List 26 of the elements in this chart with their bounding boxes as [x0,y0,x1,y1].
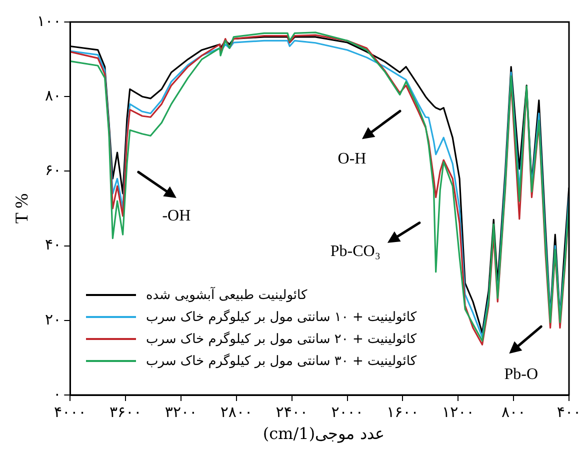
x-tick-label: ۳۶۰۰ [109,402,142,421]
x-tick-label: ۴۰۰ [556,402,582,421]
y-tick-label: ۰ [53,384,62,403]
x-axis-title: عدد موجی(1/cm) [262,424,386,443]
legend-label: کائولینیت + ۱۰ سانتی مول بر کیلوگرم خاک سرب [146,310,417,324]
annotation: -OH [162,207,192,224]
annotation: Pb-O [504,366,538,383]
legend-label: کائولینیت + ۳۰ سانتی مول بر کیلوگرم خاک سرب [146,354,417,368]
x-tick-label: ۳۲۰۰ [164,402,198,421]
y-tick-label: ۴۰ [45,236,62,254]
y-tick-label: ۲۰ [45,310,62,328]
x-tick-label: ۲۰۰۰ [331,402,364,421]
annotation: Pb-CO₃ [330,243,380,260]
y-axis-title: T % [12,192,32,226]
x-tick-label: ۱۶۰۰ [386,402,419,421]
legend-label: کائولینیت + ۲۰ سانتی مول بر کیلوگرم خاک سرب [146,332,417,346]
x-tick-label: ۱۲۰۰ [442,402,474,421]
annotation: O-H [338,150,367,168]
x-tick-label: ۴۰۰۰ [54,402,86,421]
x-tick-label: ۲۴۰۰ [276,402,308,421]
y-tick-label: ۱۰۰ [37,12,62,30]
legend-label: کائولینیت طبیعی آبشویی شده [146,288,308,302]
x-tick-label: ۲۸۰۰ [220,402,253,421]
x-tick-label: ۸۰۰ [501,402,526,421]
y-tick-label: ۶۰ [45,161,62,180]
y-tick-label: ۸۰ [45,86,62,104]
